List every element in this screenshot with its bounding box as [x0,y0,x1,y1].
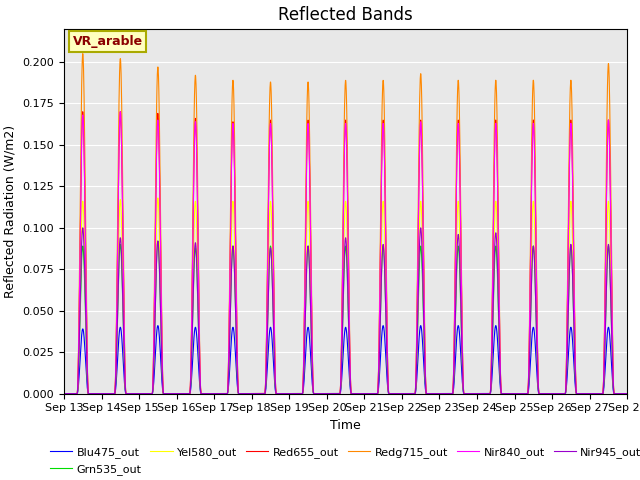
Nir840_out [276,391,284,396]
Red655_out [158,335,166,341]
Grn535_out [552,391,559,396]
Redg715_out [623,391,631,396]
Nir945_out [158,360,166,366]
Red655_out [276,391,284,396]
Y-axis label: Reflected Radiation (W/m2): Reflected Radiation (W/m2) [4,125,17,298]
Line: Blu475_out: Blu475_out [64,325,627,394]
Yel580_out [154,195,162,201]
Red655_out [79,109,86,115]
Blu475_out [124,391,132,396]
Yel580_out [60,391,68,396]
Line: Nir840_out: Nir840_out [64,112,627,394]
Legend: Blu475_out, Grn535_out, Yel580_out, Red655_out, Redg715_out, Nir840_out, Nir945_: Blu475_out, Grn535_out, Yel580_out, Red6… [45,443,640,479]
Blu475_out [301,370,308,375]
Nir945_out [125,391,132,396]
Line: Yel580_out: Yel580_out [64,198,627,394]
Blu475_out [60,391,68,396]
Nir840_out [125,391,132,396]
X-axis label: Time: Time [330,419,361,432]
Redg715_out [612,391,620,396]
Red655_out [125,391,132,396]
Line: Red655_out: Red655_out [64,112,627,394]
Nir945_out [301,344,308,349]
Grn535_out [60,391,68,396]
Blu475_out [612,391,620,396]
Grn535_out [623,391,631,396]
Yel580_out [276,391,284,396]
Redg715_out [158,326,166,332]
Yel580_out [301,330,308,336]
Nir840_out [623,391,631,396]
Grn535_out [301,344,308,349]
Red655_out [552,391,559,396]
Grn535_out [158,360,166,366]
Nir945_out [612,391,620,396]
Blu475_out [623,391,631,396]
Nir945_out [79,225,86,231]
Yel580_out [612,391,620,396]
Redg715_out [301,292,308,298]
Redg715_out [60,391,68,396]
Grn535_out [124,391,132,396]
Grn535_out [612,391,620,396]
Line: Grn535_out: Grn535_out [64,241,627,394]
Nir840_out [116,109,124,115]
Nir840_out [158,336,166,342]
Yel580_out [124,391,132,396]
Redg715_out [552,391,559,396]
Line: Nir945_out: Nir945_out [64,228,627,394]
Yel580_out [158,352,166,358]
Grn535_out [154,238,162,244]
Nir840_out [612,391,620,396]
Red655_out [60,391,68,396]
Redg715_out [79,51,86,57]
Nir945_out [60,391,68,396]
Blu475_out [158,377,166,383]
Text: VR_arable: VR_arable [72,35,143,48]
Line: Redg715_out: Redg715_out [64,54,627,394]
Title: Reflected Bands: Reflected Bands [278,6,413,24]
Blu475_out [276,391,284,396]
Yel580_out [623,391,631,396]
Blu475_out [552,391,559,396]
Yel580_out [552,391,559,396]
Redg715_out [276,391,284,396]
Nir840_out [552,391,559,396]
Nir945_out [552,391,559,396]
Nir840_out [60,391,68,396]
Grn535_out [276,391,284,396]
Red655_out [612,391,620,396]
Nir945_out [276,391,284,396]
Nir840_out [301,305,308,311]
Nir945_out [623,391,631,396]
Blu475_out [154,323,162,328]
Redg715_out [125,391,132,396]
Red655_out [623,391,631,396]
Red655_out [301,304,308,310]
